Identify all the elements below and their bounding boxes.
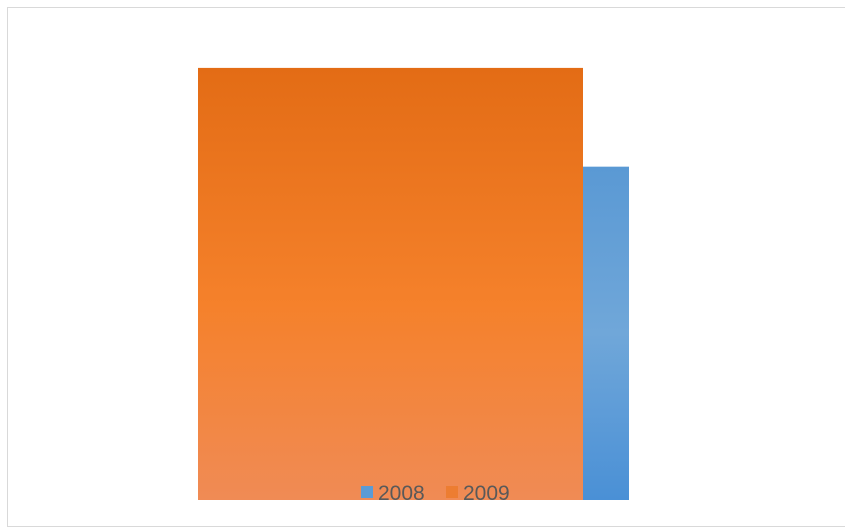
legend-swatch-2009 bbox=[446, 486, 458, 498]
legend: 2008 2009 bbox=[361, 482, 510, 505]
legend-label-2008: 2008 bbox=[378, 482, 425, 505]
legend-swatch-2008 bbox=[361, 486, 373, 498]
bars-layer bbox=[198, 67, 629, 500]
bar-2009 bbox=[198, 67, 583, 500]
legend-label-2009: 2009 bbox=[463, 482, 510, 505]
